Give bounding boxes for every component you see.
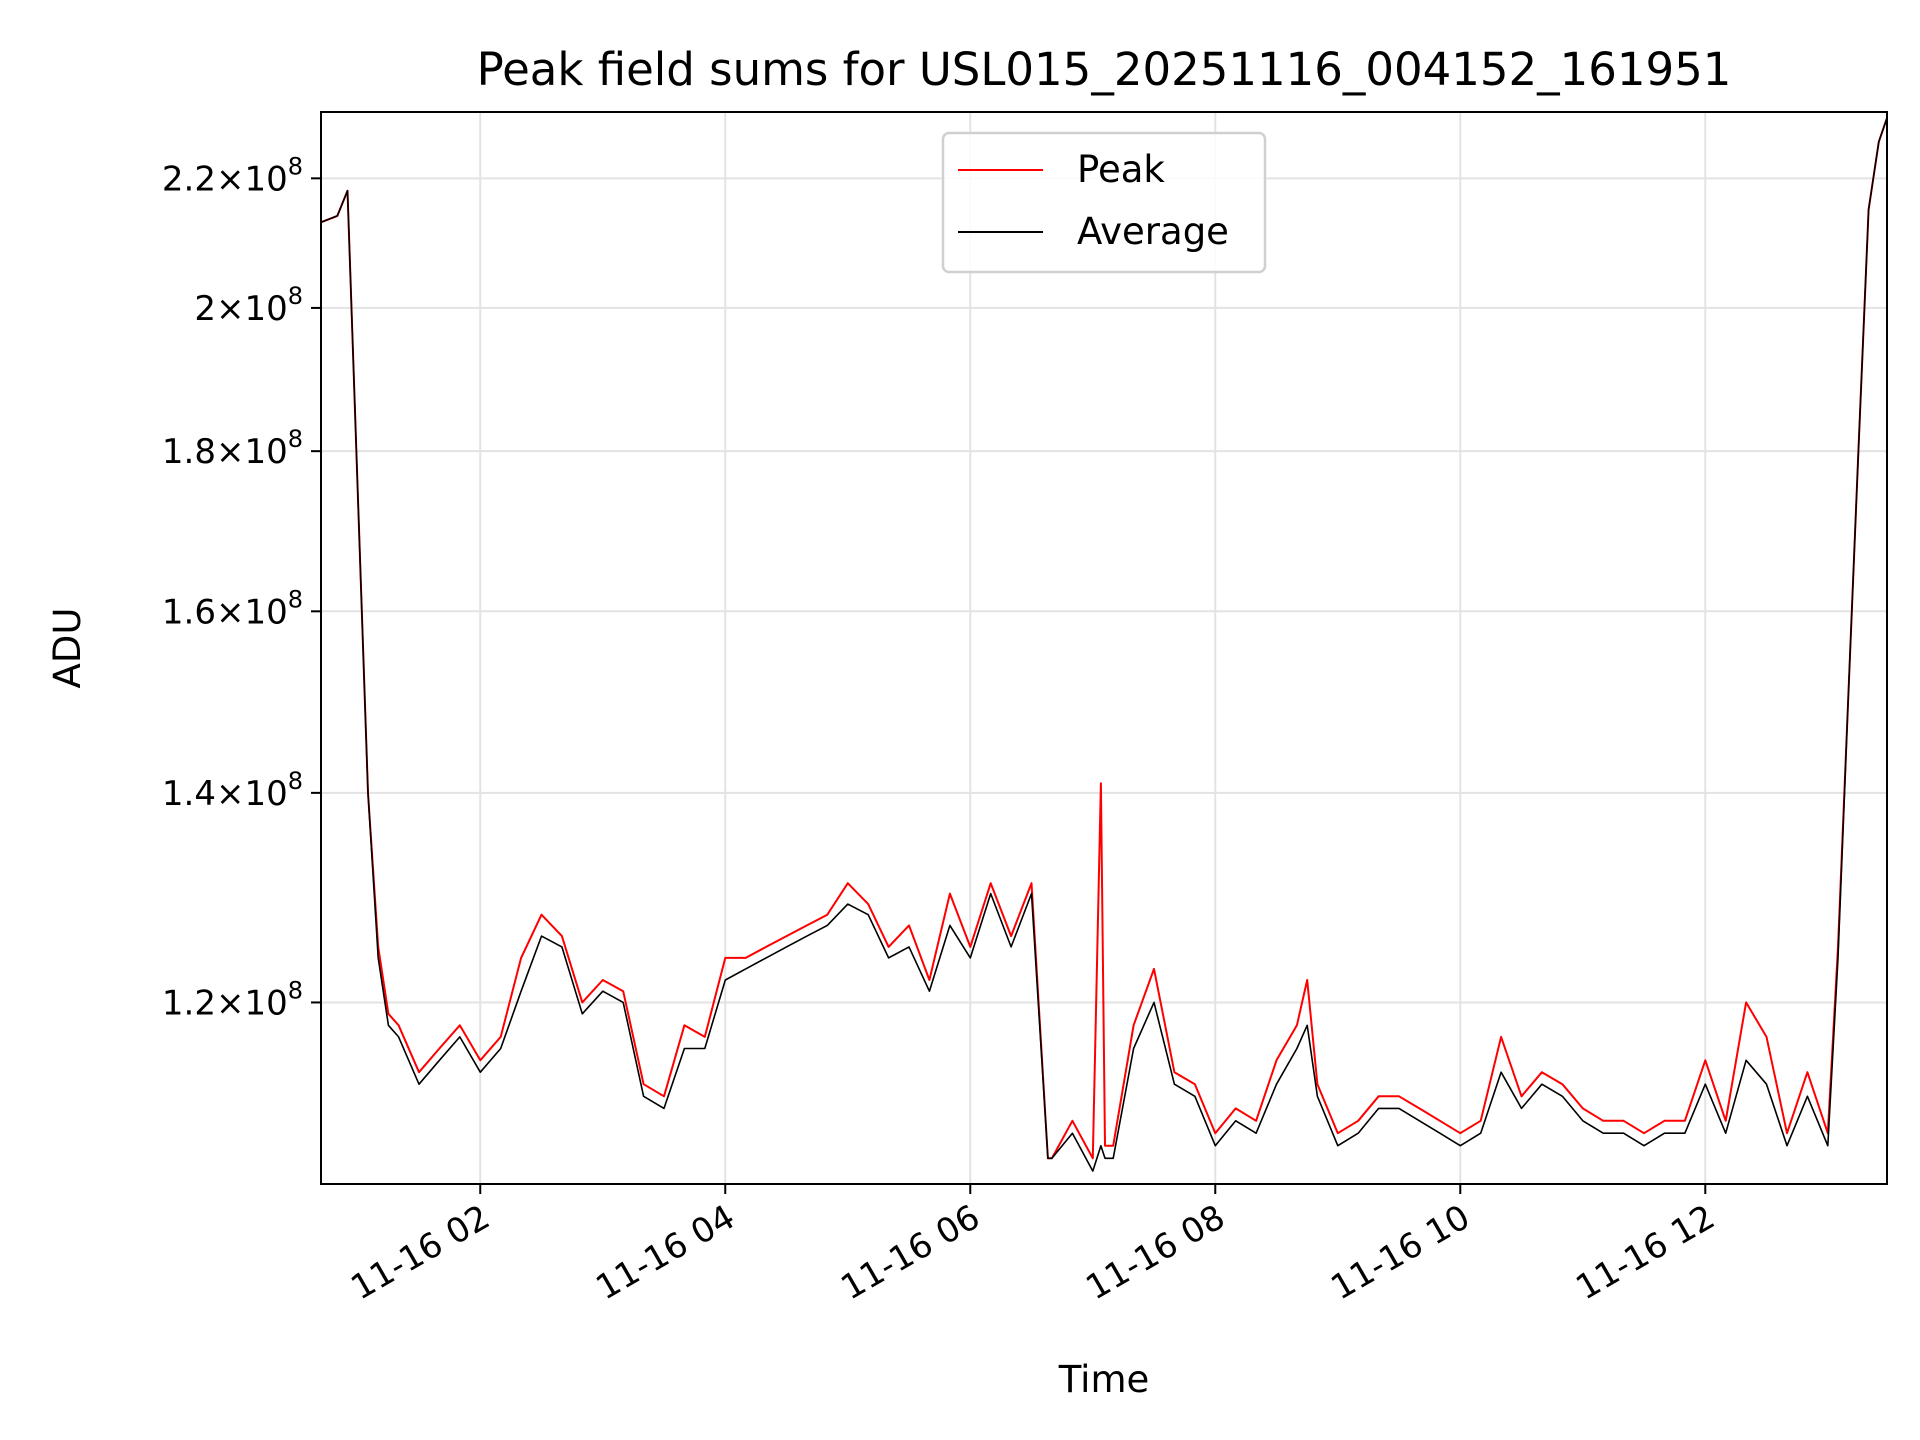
y-tick-label: 2.2×108 — [162, 152, 303, 199]
y-tick-label: 1.6×108 — [162, 585, 303, 632]
legend-box — [941, 131, 1267, 274]
y-tick-label: 1.2×108 — [162, 976, 303, 1023]
series-line-peak — [320, 117, 1888, 1160]
y-tick-label: 2×108 — [194, 282, 303, 329]
grid — [321, 112, 1887, 1184]
y-tick-label: 1.4×108 — [162, 767, 303, 814]
y-tick-label: 1.8×108 — [162, 425, 303, 472]
y-ticks: 1.2×108 1.4×108 1.6×108 1.8×108 2×108 2.2×108 — [162, 152, 321, 1023]
legend-label-average: Average — [1077, 210, 1229, 253]
plot-frame — [320, 111, 1888, 1185]
y-axis-label: ADU — [46, 608, 89, 689]
series-line-average — [320, 117, 1888, 1172]
legend: Peak Average — [941, 131, 1267, 274]
x-axis-label: Time — [1058, 1358, 1150, 1401]
chart-title: Peak field sums for USL015_20251116_0041… — [477, 43, 1732, 96]
legend-label-peak: Peak — [1077, 148, 1165, 191]
series-group — [320, 117, 1888, 1172]
